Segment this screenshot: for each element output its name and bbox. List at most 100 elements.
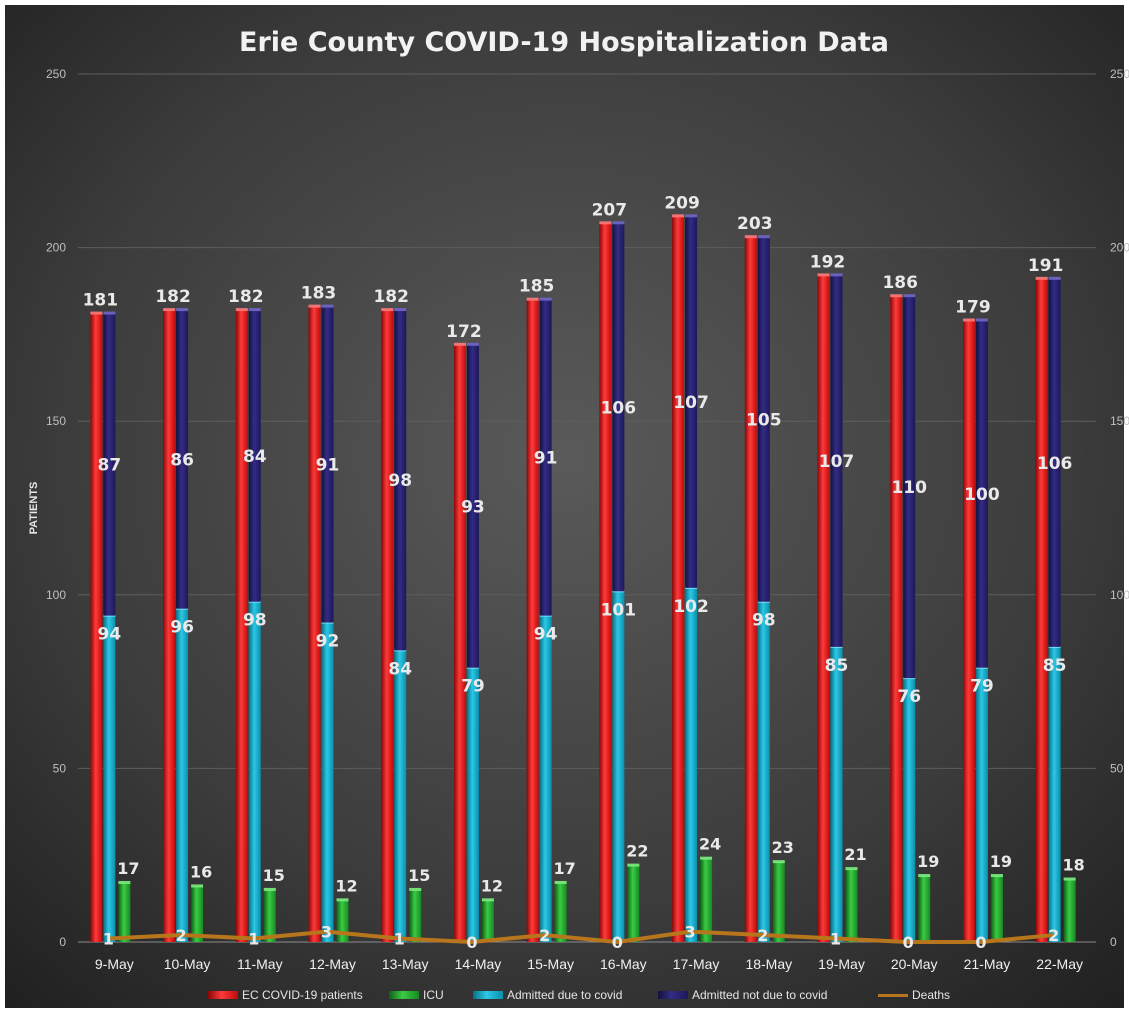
y-tick-label-left: 150	[46, 414, 66, 428]
bar-ec-covid-patients	[90, 313, 103, 942]
bar-ec-covid-patients	[381, 310, 394, 942]
data-label-not-due: 107	[673, 393, 709, 413]
bar-ec-covid-patients	[308, 306, 321, 942]
bar-ec-covid-patients-cap	[235, 308, 248, 312]
data-label-due: 79	[970, 677, 994, 697]
bar-admitted-not-due-to-covid-cap	[321, 304, 334, 308]
bar-ec-covid-patients-cap	[308, 304, 321, 308]
data-label-icu: 12	[335, 876, 357, 895]
data-label-deaths: 2	[176, 926, 187, 945]
x-tick-label: 9-May	[95, 956, 134, 972]
bar-admitted-not-due-to-covid-cap	[757, 235, 770, 239]
data-label-due: 85	[825, 656, 849, 676]
bar-ec-covid-patients-cap	[744, 235, 757, 239]
data-label-due: 85	[1043, 656, 1067, 676]
legend: EC COVID-19 patients ICU Admitted due to c…	[208, 988, 950, 1002]
data-label-due: 96	[170, 618, 194, 638]
bar-ec-covid-patients-cap	[817, 273, 830, 277]
bar-ec-covid-patients	[890, 296, 903, 942]
data-label-deaths: 3	[685, 923, 696, 942]
bar-ec-covid-patients	[235, 310, 248, 942]
data-label-due: 101	[601, 600, 637, 620]
bar-admitted-due-to-covid	[612, 591, 625, 942]
bar-icu	[990, 876, 1003, 942]
bar-icu-cap	[409, 887, 422, 891]
y-tick-label-right: 50	[1110, 761, 1124, 775]
bar-admitted-due-to-covid	[685, 587, 698, 942]
data-label-due: 76	[897, 687, 921, 707]
data-label-total: 207	[592, 200, 628, 220]
data-label-not-due: 91	[534, 449, 558, 469]
bar-icu	[191, 886, 204, 942]
data-label-deaths: 0	[975, 933, 986, 952]
data-label-total: 186	[882, 273, 918, 293]
bar-icu	[409, 889, 422, 942]
bar-admitted-not-due-to-covid	[1048, 278, 1061, 647]
data-label-due: 98	[243, 611, 267, 631]
legend-swatch	[473, 991, 503, 999]
data-label-total: 203	[737, 214, 773, 234]
bar-admitted-not-due-to-covid	[466, 344, 479, 668]
bar-admitted-not-due-to-covid	[830, 275, 843, 647]
bar-admitted-not-due-to-covid-cap	[466, 342, 479, 346]
bar-admitted-not-due-to-covid-cap	[103, 311, 116, 315]
bar-icu-cap	[700, 856, 713, 860]
bar-admitted-due-to-covid	[176, 608, 189, 942]
x-tick-label: 11-May	[237, 956, 283, 972]
data-label-not-due: 100	[964, 485, 1000, 505]
bar-admitted-due-to-covid	[248, 601, 261, 942]
bar-admitted-due-to-covid	[975, 667, 988, 942]
bar-admitted-not-due-to-covid	[103, 313, 116, 616]
bar-ec-covid-patients	[526, 299, 539, 942]
data-label-total: 181	[83, 291, 119, 311]
bar-icu	[263, 889, 276, 942]
x-tick-label: 14-May	[455, 956, 502, 972]
data-label-icu: 12	[481, 876, 503, 895]
deaths-line-layer	[108, 929, 1054, 944]
x-tick-label: 21-May	[964, 956, 1011, 972]
data-label-not-due: 91	[316, 456, 340, 476]
data-label-due: 94	[534, 625, 558, 645]
bar-admitted-due-to-covid	[1048, 646, 1061, 942]
x-tick-label: 16-May	[600, 956, 647, 972]
y-tick-label-left: 250	[46, 67, 66, 81]
x-tick-label: 18-May	[745, 956, 792, 972]
legend-label: ICU	[423, 988, 444, 1002]
data-label-icu: 24	[699, 835, 721, 854]
bar-admitted-not-due-to-covid	[612, 223, 625, 592]
bar-icu-cap	[191, 884, 204, 888]
bar-admitted-not-due-to-covid-cap	[1048, 276, 1061, 280]
data-label-deaths: 1	[830, 930, 841, 949]
bar-icu-cap	[336, 898, 349, 902]
x-tick-label: 19-May	[818, 956, 865, 972]
bar-icu	[1063, 879, 1076, 942]
data-label-deaths: 2	[757, 926, 768, 945]
bar-icu-cap	[263, 887, 276, 891]
x-tick-label: 20-May	[891, 956, 938, 972]
x-tick-label: 22-May	[1036, 956, 1083, 972]
y-axis-label: PATIENTS	[28, 482, 40, 535]
bar-admitted-not-due-to-covid-cap	[612, 221, 625, 225]
bar-admitted-not-due-to-covid	[685, 216, 698, 588]
bar-admitted-not-due-to-covid-cap	[975, 318, 988, 322]
y-tick-label-right: 200	[1110, 241, 1129, 255]
bar-ec-covid-patients	[744, 237, 757, 942]
data-label-not-due: 106	[601, 398, 637, 418]
data-label-deaths: 1	[103, 930, 114, 949]
data-label-total: 209	[664, 193, 700, 213]
data-label-due: 98	[752, 611, 776, 631]
bar-icu-cap	[118, 880, 131, 884]
data-label-total: 183	[301, 284, 337, 304]
bar-admitted-due-to-covid	[903, 678, 916, 942]
bar-admitted-due-to-covid	[103, 615, 116, 942]
bar-icu	[700, 858, 713, 942]
bar-icu-cap	[990, 874, 1003, 878]
x-tick-label: 15-May	[527, 956, 574, 972]
data-label-not-due: 107	[819, 452, 855, 472]
bar-admitted-not-due-to-covid	[394, 310, 407, 651]
bar-admitted-not-due-to-covid	[757, 237, 770, 602]
bar-ec-covid-patients-cap	[526, 297, 539, 301]
data-label-total: 179	[955, 298, 991, 318]
data-label-deaths: 1	[394, 930, 405, 949]
data-label-icu: 19	[990, 852, 1012, 871]
